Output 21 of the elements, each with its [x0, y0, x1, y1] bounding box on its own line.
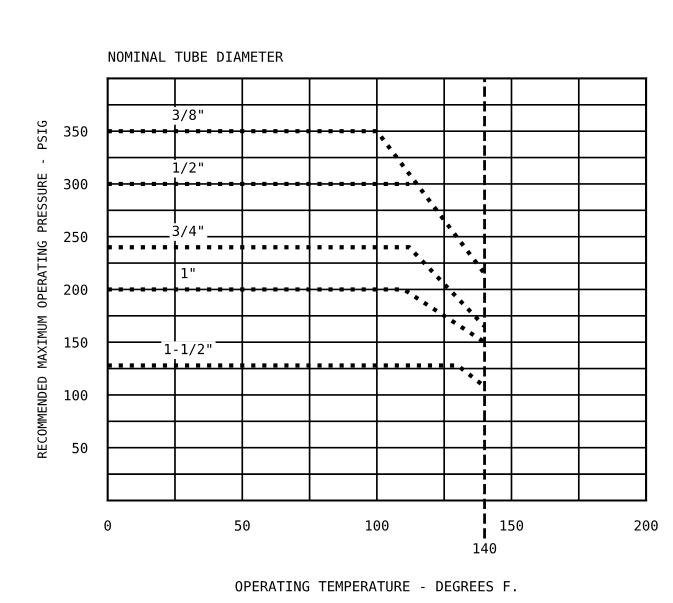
- x-axis-title: OPERATING TEMPERATURE - DEGREES F.: [236, 580, 516, 592]
- x-tick-label: 100: [366, 520, 389, 531]
- series-label: 1": [182, 268, 195, 278]
- y-tick-label: 300: [64, 178, 88, 190]
- y-tick-label: 250: [64, 232, 88, 242]
- x-tick-label: 200: [634, 520, 658, 531]
- chart-title: NOMINAL TUBE DIAMETER: [108, 51, 284, 62]
- series-label: 1-1/2": [165, 344, 212, 356]
- series-label: 3/4": [172, 226, 203, 238]
- y-tick-label: 100: [64, 390, 88, 400]
- ref-line-label: 140: [474, 543, 496, 554]
- y-tick-label: 50: [72, 442, 88, 454]
- x-tick-label: 50: [234, 520, 250, 531]
- series-label: 3/8": [172, 110, 203, 122]
- y-axis-title: RECOMMENDED MAXIMUM OPERATING PRESSURE - PSIG: [37, 120, 47, 458]
- y-tick-label: 150: [64, 337, 88, 348]
- y-tick-label: 200: [64, 284, 88, 295]
- series-label: 1/2": [173, 162, 203, 174]
- x-tick-label: 150: [500, 520, 524, 531]
- x-tick-label: 0: [104, 520, 111, 531]
- y-tick-label: 350: [64, 126, 88, 137]
